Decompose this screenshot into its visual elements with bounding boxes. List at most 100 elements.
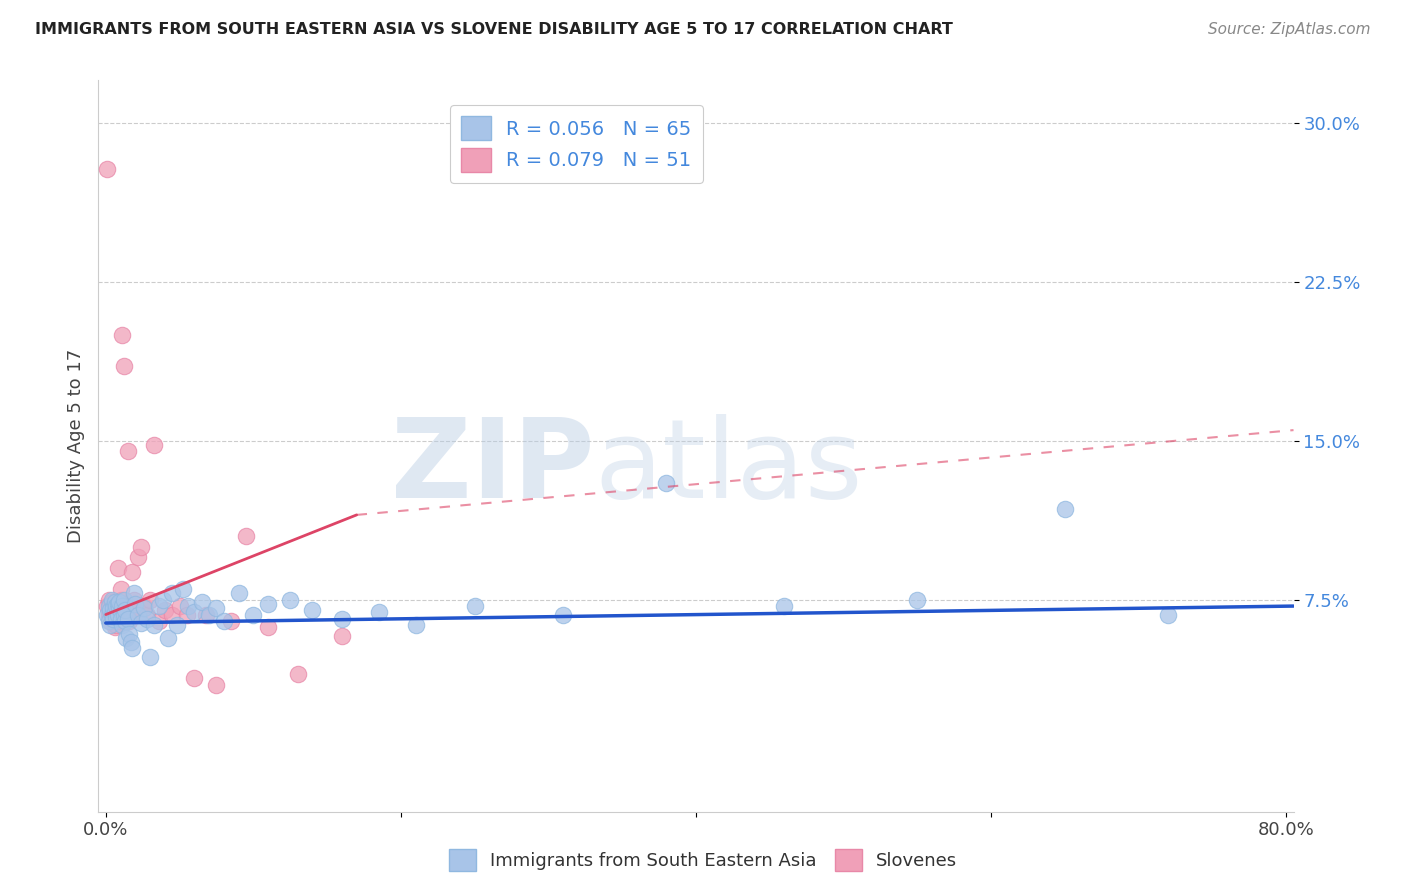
Point <box>100 592 122 607</box>
Point <box>107 607 129 622</box>
Point <box>121 565 143 579</box>
Point <box>136 612 159 626</box>
Point <box>107 561 129 575</box>
Point <box>124 603 146 617</box>
Point <box>1157 607 1180 622</box>
Point <box>108 601 131 615</box>
Point <box>111 327 134 342</box>
Point <box>97 599 120 613</box>
Point <box>134 601 156 615</box>
Point <box>127 550 149 565</box>
Point <box>111 599 134 613</box>
Point <box>148 614 170 628</box>
Point <box>98 603 121 617</box>
Point <box>205 601 228 615</box>
Point <box>169 599 191 613</box>
Point <box>129 615 152 630</box>
Point <box>122 592 145 607</box>
Point <box>124 597 146 611</box>
Point <box>190 595 212 609</box>
Point <box>127 607 149 622</box>
Point <box>139 649 162 664</box>
Point <box>129 540 152 554</box>
Point <box>195 607 218 622</box>
Point <box>160 607 183 622</box>
Text: Source: ZipAtlas.com: Source: ZipAtlas.com <box>1208 22 1371 37</box>
Point <box>114 603 136 617</box>
Text: IMMIGRANTS FROM SOUTH EASTERN ASIA VS SLOVENE DISABILITY AGE 5 TO 17 CORRELATION: IMMIGRANTS FROM SOUTH EASTERN ASIA VS SL… <box>35 22 953 37</box>
Point <box>330 629 353 643</box>
Point <box>160 586 183 600</box>
Point <box>773 599 796 613</box>
Point <box>301 603 323 617</box>
Point <box>96 599 118 613</box>
Point <box>112 592 135 607</box>
Point <box>98 614 121 628</box>
Point <box>166 618 188 632</box>
Point <box>104 607 127 622</box>
Point <box>118 626 141 640</box>
Point <box>105 618 128 632</box>
Point <box>405 618 427 632</box>
Point <box>97 592 120 607</box>
Point <box>107 614 129 628</box>
Y-axis label: Disability Age 5 to 17: Disability Age 5 to 17 <box>66 349 84 543</box>
Point <box>110 606 132 620</box>
Point <box>287 667 309 681</box>
Point <box>104 620 127 634</box>
Point <box>121 641 143 656</box>
Point <box>104 606 127 620</box>
Point <box>143 438 166 452</box>
Point <box>101 614 124 628</box>
Point <box>114 614 136 628</box>
Point <box>235 529 257 543</box>
Point <box>117 612 139 626</box>
Point <box>122 586 145 600</box>
Point <box>108 597 131 611</box>
Legend: R = 0.056   N = 65, R = 0.079   N = 51: R = 0.056 N = 65, R = 0.079 N = 51 <box>450 104 703 183</box>
Point <box>156 631 179 645</box>
Point <box>172 582 194 596</box>
Point <box>136 607 159 622</box>
Point <box>464 599 486 613</box>
Point <box>242 607 264 622</box>
Text: atlas: atlas <box>595 415 863 522</box>
Point <box>176 607 198 622</box>
Point <box>105 609 128 624</box>
Point <box>114 607 136 622</box>
Point <box>1053 501 1076 516</box>
Point <box>98 599 121 613</box>
Point <box>139 592 162 607</box>
Point <box>107 597 129 611</box>
Point <box>120 635 142 649</box>
Point <box>152 592 174 607</box>
Point <box>115 599 138 613</box>
Point <box>104 595 127 609</box>
Point <box>143 618 166 632</box>
Point <box>112 359 135 374</box>
Point <box>98 607 121 622</box>
Point <box>120 607 142 622</box>
Point <box>96 607 118 622</box>
Point <box>198 607 221 622</box>
Point <box>330 612 353 626</box>
Point <box>118 614 141 628</box>
Point <box>101 612 124 626</box>
Point <box>101 599 124 613</box>
Point <box>148 599 170 613</box>
Point <box>553 607 575 622</box>
Point <box>655 476 678 491</box>
Point <box>101 601 124 615</box>
Point <box>108 607 131 622</box>
Text: ZIP: ZIP <box>391 415 595 522</box>
Point <box>105 599 128 613</box>
Point <box>97 614 120 628</box>
Point <box>212 614 235 628</box>
Point <box>228 586 250 600</box>
Point <box>97 607 120 622</box>
Point <box>110 582 132 596</box>
Point <box>257 597 280 611</box>
Point <box>183 671 205 685</box>
Point <box>98 618 121 632</box>
Point <box>219 614 242 628</box>
